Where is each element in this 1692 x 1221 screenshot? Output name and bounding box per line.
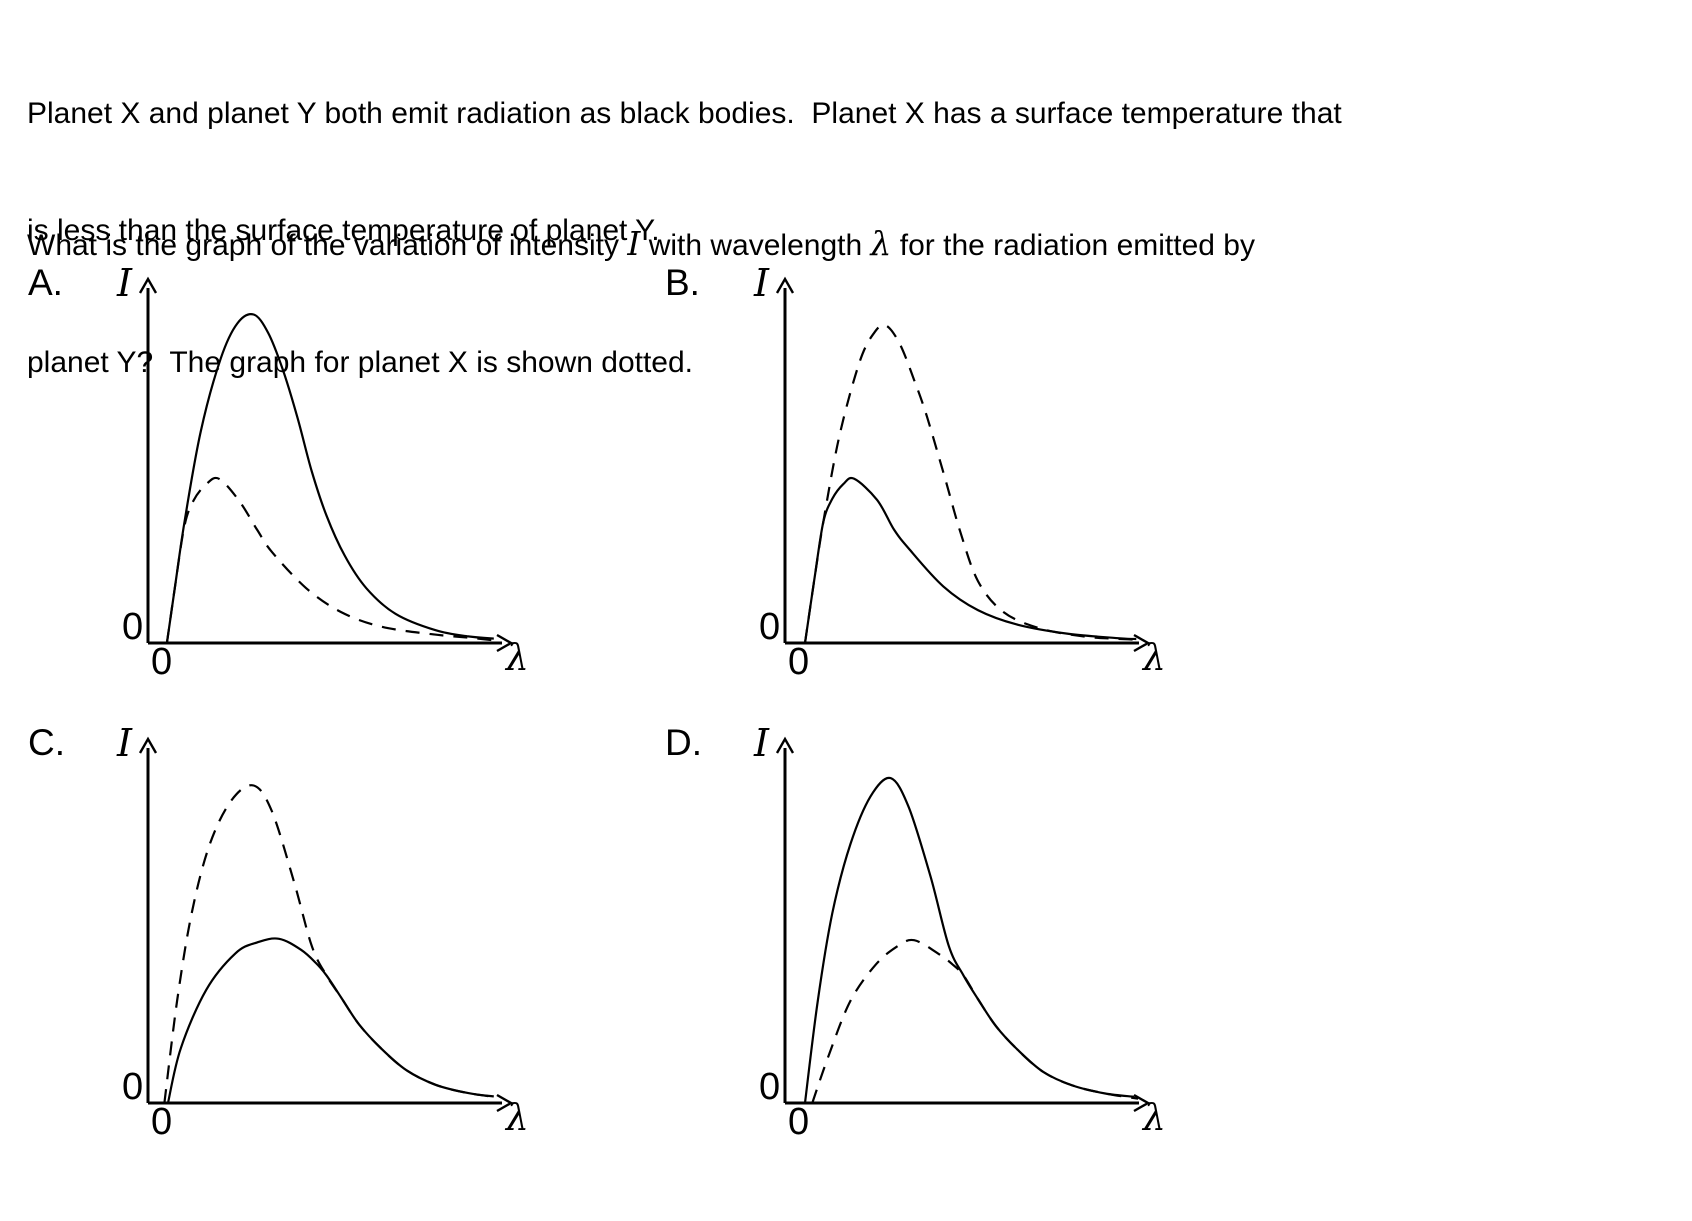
question-line-3-mid: with wavelength [640,229,871,262]
x-axis-label-A: λ [506,638,529,679]
question-line-3: What is the graph of the variation of in… [27,224,1587,265]
y-axis-arrowhead-C [138,736,158,754]
curve-dashed-C [163,784,498,1104]
x-axis-arrowhead-B [1133,633,1151,653]
option-graph-C: C. I 0 0 λ [28,721,548,1152]
option-graph-B: B. I 0 0 λ [665,261,1185,692]
x-origin-zero-A: 0 [151,641,173,683]
x-axis-label-D: λ [1143,1098,1166,1139]
y-axis-label-C: I [117,721,133,765]
y-origin-zero-D: 0 [759,1066,781,1108]
x-origin-zero-C: 0 [151,1101,173,1143]
option-label-A: A. [28,262,63,303]
y-axis-arrowhead-D [775,736,795,754]
question-line-1: Planet X and planet Y both emit radiatio… [27,97,1342,130]
y-origin-zero-C: 0 [122,1066,144,1108]
y-origin-zero-A: 0 [122,606,144,648]
x-axis-label-B: λ [1143,638,1166,679]
question-line-4: planet Y? The graph for planet X is show… [27,346,694,379]
curve-solid-C [166,937,494,1104]
y-axis-label-B: I [754,261,770,305]
x-axis-arrowhead-C [496,1093,514,1113]
curve-solid-A [165,313,494,644]
x-origin-zero-B: 0 [788,641,810,683]
option-label-C: C. [28,722,65,763]
option-graph-D: D. I 0 0 λ [665,721,1185,1152]
y-origin-zero-B: 0 [759,606,781,648]
intensity-symbol: I [627,224,641,263]
option-graph-A: A. I 0 0 λ [28,261,548,692]
x-axis-arrowhead-D [1133,1093,1151,1113]
question-stem: Planet X and planet Y both emit radiatio… [27,16,1587,289]
x-axis-arrowhead-A [496,633,514,653]
question-line-3-post: for the radiation emitted by [891,229,1255,262]
curve-dashed-A [165,476,498,644]
y-axis-label-A: I [117,261,133,305]
y-axis-label-D: I [754,721,770,765]
y-axis-arrowhead-B [775,276,795,294]
question-line-3-pre: What is the graph of the variation of in… [27,229,628,262]
curve-dashed-B [803,323,1139,644]
wavelength-symbol: λ [870,224,892,263]
option-label-D: D. [665,722,702,763]
question-line-2: is less than the surface temperature of … [27,214,660,247]
x-origin-zero-D: 0 [788,1101,810,1143]
y-axis-arrowhead-A [138,276,158,294]
x-axis-label-C: λ [506,1098,529,1139]
curve-dashed-D [811,938,1139,1104]
option-label-B: B. [665,262,700,303]
question-prompt: What is the graph of the variation of in… [27,146,1587,421]
